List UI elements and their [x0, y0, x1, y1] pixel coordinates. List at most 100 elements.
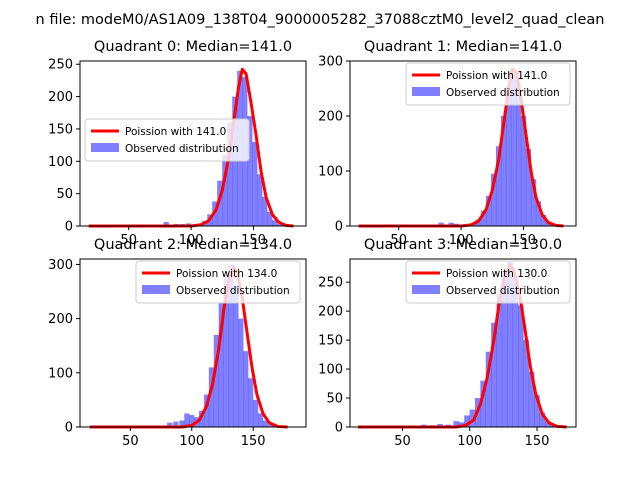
histogram-bar: [496, 293, 503, 427]
histogram-bar: [491, 322, 497, 427]
histogram-bar: [535, 201, 542, 226]
histogram-bar: [520, 116, 527, 226]
histogram-bar: [189, 415, 195, 427]
legend-label-poisson: Poission with 134.0: [176, 268, 277, 280]
y-tick-label: 150: [48, 122, 73, 137]
histogram-bar: [184, 413, 190, 427]
legend-patch-swatch: [412, 285, 440, 294]
histogram-bar: [233, 286, 239, 427]
y-tick-label: 0: [65, 220, 73, 235]
histogram-bar: [544, 421, 551, 427]
y-tick-label: 50: [56, 187, 73, 202]
x-tick-label: 50: [394, 434, 411, 449]
legend: Poission with 134.0 Observed distribution: [135, 260, 301, 304]
histogram-bar: [222, 154, 228, 226]
legend-label-observed: Observed distribution: [125, 143, 239, 155]
histogram-bar: [257, 174, 263, 226]
histogram-bar: [539, 412, 546, 427]
x-tick-label: 150: [511, 233, 536, 248]
legend-label-observed: Observed distribution: [446, 87, 560, 99]
histogram-bar: [238, 318, 244, 427]
histogram-bar: [515, 83, 522, 226]
legend: Poission with 141.0 Observed distribution: [405, 62, 571, 106]
quadrant-2-panel: Quadrant 2: Median=134.0 50 100 150 0 100 200 3…: [48, 237, 307, 449]
figure-suptitle: n file: modeM0/AS1A09_138T04_9000005282_…: [36, 12, 605, 28]
histogram-bar: [480, 210, 487, 226]
histogram-bar: [272, 220, 278, 226]
histogram-bar: [167, 422, 173, 427]
histogram-bar: [247, 116, 253, 226]
histogram-bar: [277, 224, 283, 226]
histogram-bar: [480, 380, 487, 427]
histogram-bar: [218, 302, 224, 427]
x-tick-label: 150: [241, 233, 266, 248]
panel-title: Quadrant 2: Median=134.0: [94, 237, 292, 253]
axes-frame: [349, 258, 577, 428]
x-tick-label: 100: [179, 434, 204, 449]
histogram-bar: [252, 141, 258, 226]
histogram-bar: [500, 116, 507, 226]
legend: Poission with 130.0 Observed distribution: [405, 260, 571, 304]
legend-label-observed: Observed distribution: [446, 285, 560, 297]
histogram-bar: [163, 222, 169, 226]
legend-box: [405, 260, 571, 304]
histogram-bar: [512, 276, 519, 427]
x-tick-label: 50: [390, 233, 407, 248]
y-tick-label: 300: [318, 55, 343, 70]
y-tick-label: 0: [335, 421, 343, 436]
y-tick-label: 100: [318, 363, 343, 378]
quadrant-1-panel: Quadrant 1: Median=141.0 50 100 150 0 100 200 3…: [318, 39, 577, 248]
histogram-bar: [208, 367, 215, 427]
histogram-bar: [501, 270, 508, 427]
x-tick-label: 50: [122, 434, 139, 449]
histogram-bar: [248, 378, 254, 427]
x-tick-label: 100: [179, 233, 204, 248]
axes-frame: [349, 60, 577, 227]
histogram-bar: [257, 413, 264, 427]
y-tick-label: 300: [48, 258, 73, 273]
histogram-bar: [540, 215, 547, 226]
legend-patch-swatch: [142, 285, 170, 294]
y-tick-label: 200: [318, 110, 343, 125]
histogram-bar: [227, 122, 233, 226]
panel-title: Quadrant 1: Median=141.0: [364, 39, 562, 55]
histogram-bar: [203, 394, 210, 427]
histogram-bar: [525, 149, 532, 226]
y-tick-label: 100: [48, 366, 73, 381]
x-tick-label: 100: [449, 233, 474, 248]
legend-label-poisson: Poission with 141.0: [125, 126, 226, 138]
x-tick-label: 150: [525, 434, 550, 449]
histogram-bar: [262, 420, 269, 427]
histogram-bar: [267, 424, 273, 427]
histogram-bar: [453, 421, 460, 427]
histogram-bar: [262, 196, 268, 226]
legend-patch-swatch: [91, 143, 119, 152]
histogram-bar: [179, 420, 185, 427]
y-tick-label: 200: [48, 312, 73, 327]
histogram-bar: [530, 179, 537, 226]
y-tick-label: 200: [48, 90, 73, 105]
legend-box: [405, 62, 571, 106]
y-tick-label: 0: [65, 421, 73, 436]
y-tick-label: 250: [318, 276, 343, 291]
histogram-bar: [518, 305, 524, 427]
y-tick-label: 100: [48, 155, 73, 170]
axes-frame: [79, 258, 307, 428]
histogram-bar: [253, 399, 259, 427]
y-tick-label: 200: [318, 305, 343, 320]
y-tick-label: 100: [318, 165, 343, 180]
histogram-bar: [217, 180, 223, 226]
histogram-bar: [267, 211, 273, 226]
histogram-bar: [228, 264, 234, 427]
histogram-bar: [438, 222, 444, 226]
x-tick-label: 50: [120, 233, 137, 248]
histogram-bar: [534, 395, 540, 427]
legend-label-observed: Observed distribution: [176, 285, 290, 297]
x-tick-label: 100: [457, 434, 482, 449]
y-tick-label: 50: [326, 392, 343, 407]
histogram-bar: [223, 275, 229, 427]
y-tick-label: 0: [335, 220, 343, 235]
legend-patch-swatch: [412, 87, 440, 96]
panel-title: Quadrant 3: Median=130.0: [364, 237, 562, 253]
